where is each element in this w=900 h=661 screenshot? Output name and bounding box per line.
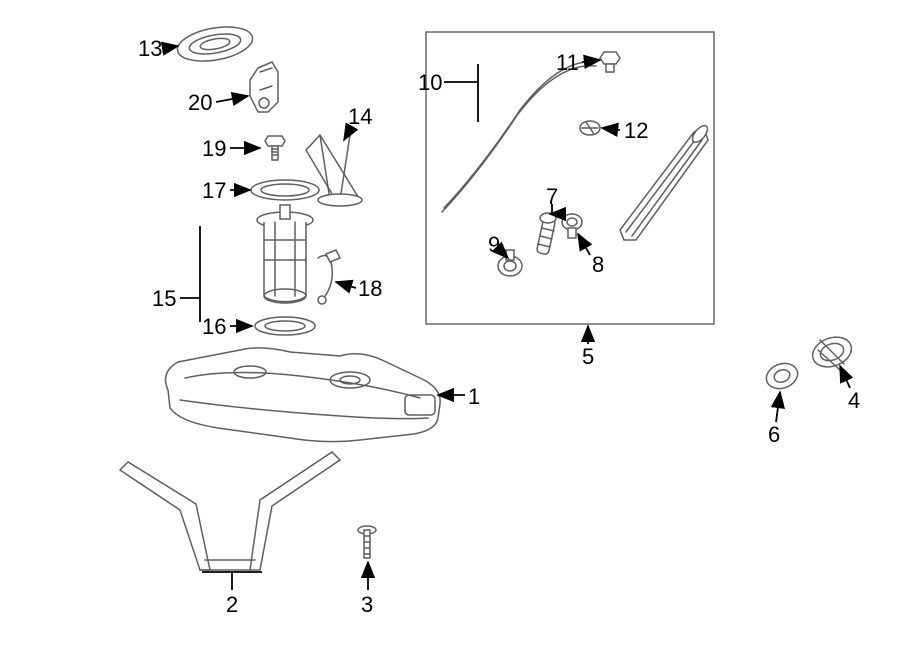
part-9 [498,250,522,276]
label-5: 5 [582,344,594,370]
part-10 [442,62,596,212]
part-11 [600,52,620,72]
part-4 [808,332,855,372]
part-6 [763,359,801,392]
part-13 [175,22,255,67]
part-16 [255,317,315,335]
leader-20 [216,96,248,102]
leader-8 [578,234,590,255]
label-17: 17 [202,178,226,204]
label-12: 12 [624,118,648,144]
label-14: 14 [348,104,372,130]
part-18 [318,250,340,304]
part-15 [257,205,313,303]
label-2: 2 [226,592,238,618]
part-7 [536,213,556,255]
part-20 [250,62,278,112]
label-13: 13 [138,36,162,62]
leader-12 [602,128,620,130]
label-1: 1 [468,384,480,410]
label-10: 10 [418,70,442,96]
diagram-svg [0,0,900,661]
label-7: 7 [546,184,558,210]
part-1 [166,348,441,442]
part-12 [580,121,600,135]
label-11: 11 [556,50,579,76]
leader-2 [202,572,262,590]
leader-6 [776,392,780,422]
label-20: 20 [188,90,212,116]
label-15: 15 [152,286,176,312]
label-8: 8 [592,252,604,278]
leader-4 [840,366,850,388]
label-6: 6 [768,422,780,448]
label-9: 9 [488,232,500,258]
part-17 [251,180,319,200]
leader-11 [582,60,600,62]
label-19: 19 [202,136,226,162]
part-2 [120,452,340,570]
label-18: 18 [358,276,382,302]
leader-15 [180,226,200,322]
label-4: 4 [848,388,860,414]
part-19 [265,136,285,160]
part-3 [358,526,376,558]
label-3: 3 [361,592,373,618]
leader-10 [444,64,478,122]
diagram-stage: 1 2 3 4 5 6 7 8 9 10 11 12 13 14 15 16 1… [0,0,900,661]
leader-18 [336,282,356,288]
leader-13 [166,46,178,48]
label-16: 16 [202,314,226,340]
